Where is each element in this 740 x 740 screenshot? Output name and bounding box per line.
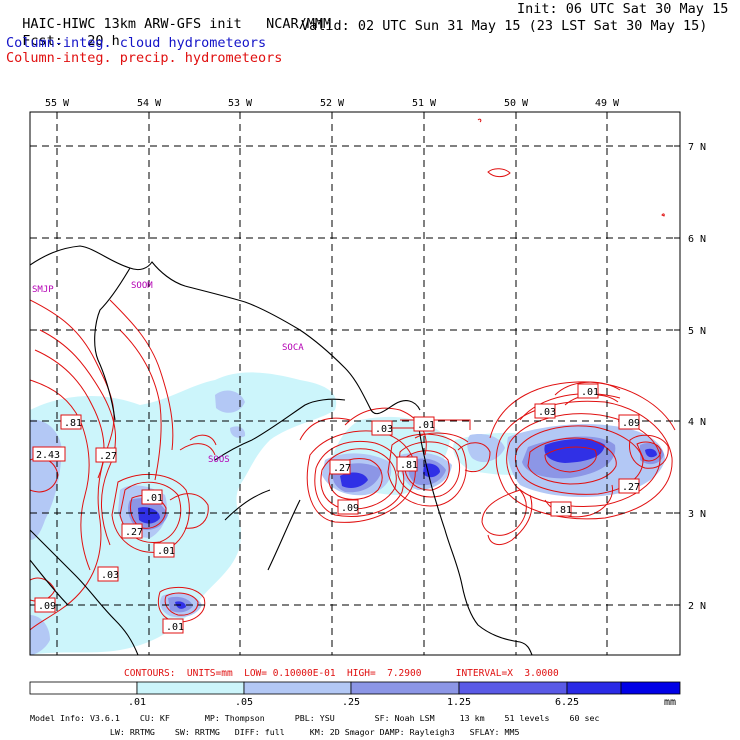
- graticule: [30, 112, 680, 655]
- svg-text:.01: .01: [166, 622, 184, 633]
- title-line-1: HAIC-HIWC 13km ARW-GFS init NCAR/MMM: [6, 2, 331, 32]
- contour-label: .09: [337, 499, 359, 515]
- colorbar-units: mm: [664, 697, 676, 708]
- model-info-line-1: Model Info: V3.6.1 CU: KF MP: Thompson P…: [30, 713, 599, 723]
- map-area: [30, 112, 680, 655]
- contour-label: .01: [577, 383, 599, 399]
- forecast-label: Fcst:: [22, 33, 63, 49]
- contour-label: .27: [121, 523, 143, 539]
- lon-label: 51 W: [412, 98, 437, 109]
- contour-label: .03: [371, 420, 393, 436]
- svg-text:.01: .01: [145, 493, 163, 504]
- colorbar-tick: 1.25: [447, 697, 471, 708]
- map-frame: [29, 111, 681, 656]
- lon-label: 50 W: [504, 98, 529, 109]
- contour-label: .01: [153, 542, 175, 558]
- colorbar-tick: .05: [235, 697, 253, 708]
- svg-text:.27: .27: [333, 463, 351, 474]
- contour-label: .09: [34, 597, 56, 613]
- lat-label: 6 N: [688, 234, 706, 245]
- init-time: Init: 06 UTC Sat 30 May 15: [517, 1, 729, 17]
- lat-label: 7 N: [688, 142, 706, 153]
- colorbar-bin: [350, 681, 460, 695]
- contour-label: .81: [396, 456, 418, 472]
- svg-text:.27: .27: [99, 451, 117, 462]
- lat-label: 4 N: [688, 417, 706, 428]
- lon-labels: 55 W 54 W 53 W 52 W 51 W 50 W 49 W: [45, 98, 620, 109]
- station-soos: SOOS: [208, 455, 230, 465]
- contour-label: .27: [618, 478, 640, 494]
- colorbar-tick: .25: [342, 697, 360, 708]
- title-line-2: Fcst: 20 h: [6, 19, 120, 49]
- contour-label: .27: [95, 447, 117, 463]
- contour-label: .01: [141, 489, 163, 505]
- lat-label: 5 N: [688, 326, 706, 337]
- colorbar: [29, 681, 681, 695]
- colorbar-bin: [620, 681, 681, 695]
- precip-contours: [30, 118, 676, 631]
- station-soca: SOCA: [282, 343, 304, 353]
- lat-label: 2 N: [688, 601, 706, 612]
- colorbar-tick: 6.25: [555, 697, 579, 708]
- colorbar-ticks: .01 .05 .25 1.25 6.25 mm: [128, 697, 676, 708]
- lon-label: 53 W: [228, 98, 253, 109]
- station-labels: SMJP SOCA SOOM SOOS: [32, 281, 304, 465]
- forecast-hours: 20 h: [87, 33, 120, 49]
- contour-label: .03: [534, 403, 556, 419]
- contour-label: .03: [97, 566, 119, 582]
- contour-label: .81: [60, 414, 82, 430]
- coastline: [30, 245, 533, 655]
- colorbar-bin: [566, 681, 622, 695]
- svg-text:.09: .09: [38, 601, 56, 612]
- lon-label: 52 W: [320, 98, 345, 109]
- contour-label: 2.43: [32, 446, 66, 462]
- colorbar-bin: [29, 681, 138, 695]
- colorbar-tick: .01: [128, 697, 146, 708]
- svg-text:.81: .81: [554, 505, 572, 516]
- svg-text:.81: .81: [400, 460, 418, 471]
- station-smjp: SMJP: [32, 285, 54, 295]
- contour-info: CONTOURS: UNITS=mm LOW= 0.10000E-01 HIGH…: [124, 668, 559, 679]
- svg-text:.09: .09: [341, 503, 359, 514]
- contour-label: .81: [550, 501, 572, 517]
- station-soom: SOOM: [131, 281, 153, 291]
- contour-label: .01: [413, 416, 435, 432]
- field-cloud-label: Column-integ. cloud hydrometeors: [6, 35, 267, 51]
- svg-text:.09: .09: [622, 418, 640, 429]
- svg-text:.01: .01: [157, 546, 175, 557]
- svg-text:.01: .01: [417, 420, 435, 431]
- svg-text:.27: .27: [125, 527, 143, 538]
- svg-text:.03: .03: [101, 570, 119, 581]
- svg-text:.01: .01: [581, 387, 599, 398]
- lat-label: 3 N: [688, 509, 706, 520]
- contour-label: .01: [162, 618, 184, 634]
- colorbar-bin: [458, 681, 568, 695]
- model-info-line-2: LW: RRTMG SW: RRTMG DIFF: full KM: 2D Sm…: [30, 727, 520, 737]
- valid-time: Valid: 02 UTC Sun 31 May 15 (23 LST Sat …: [301, 18, 708, 34]
- contour-label: .27: [329, 459, 351, 475]
- lon-label: 54 W: [137, 98, 162, 109]
- frame-ticks: [56, 112, 680, 606]
- lat-labels: 7 N 6 N 5 N 4 N 3 N 2 N: [688, 142, 706, 612]
- svg-text:.03: .03: [538, 407, 556, 418]
- svg-text:.81: .81: [64, 418, 82, 429]
- lon-label: 49 W: [595, 98, 620, 109]
- colorbar-bin: [136, 681, 245, 695]
- contour-label: .09: [618, 414, 640, 430]
- model-title: HAIC-HIWC 13km ARW-GFS init: [22, 16, 242, 32]
- field-precip-label: Column-integ. precip. hydrometeors: [6, 50, 283, 66]
- svg-text:.27: .27: [622, 482, 640, 493]
- lon-label: 55 W: [45, 98, 70, 109]
- contour-value-labels: .81 2.43 .27 .01 .27 .01 .03 .09 .01 .03…: [32, 383, 640, 634]
- svg-text:.03: .03: [375, 424, 393, 435]
- colorbar-bin: [243, 681, 352, 695]
- org-name: NCAR/MMM: [266, 16, 332, 32]
- svg-text:2.43: 2.43: [36, 450, 60, 461]
